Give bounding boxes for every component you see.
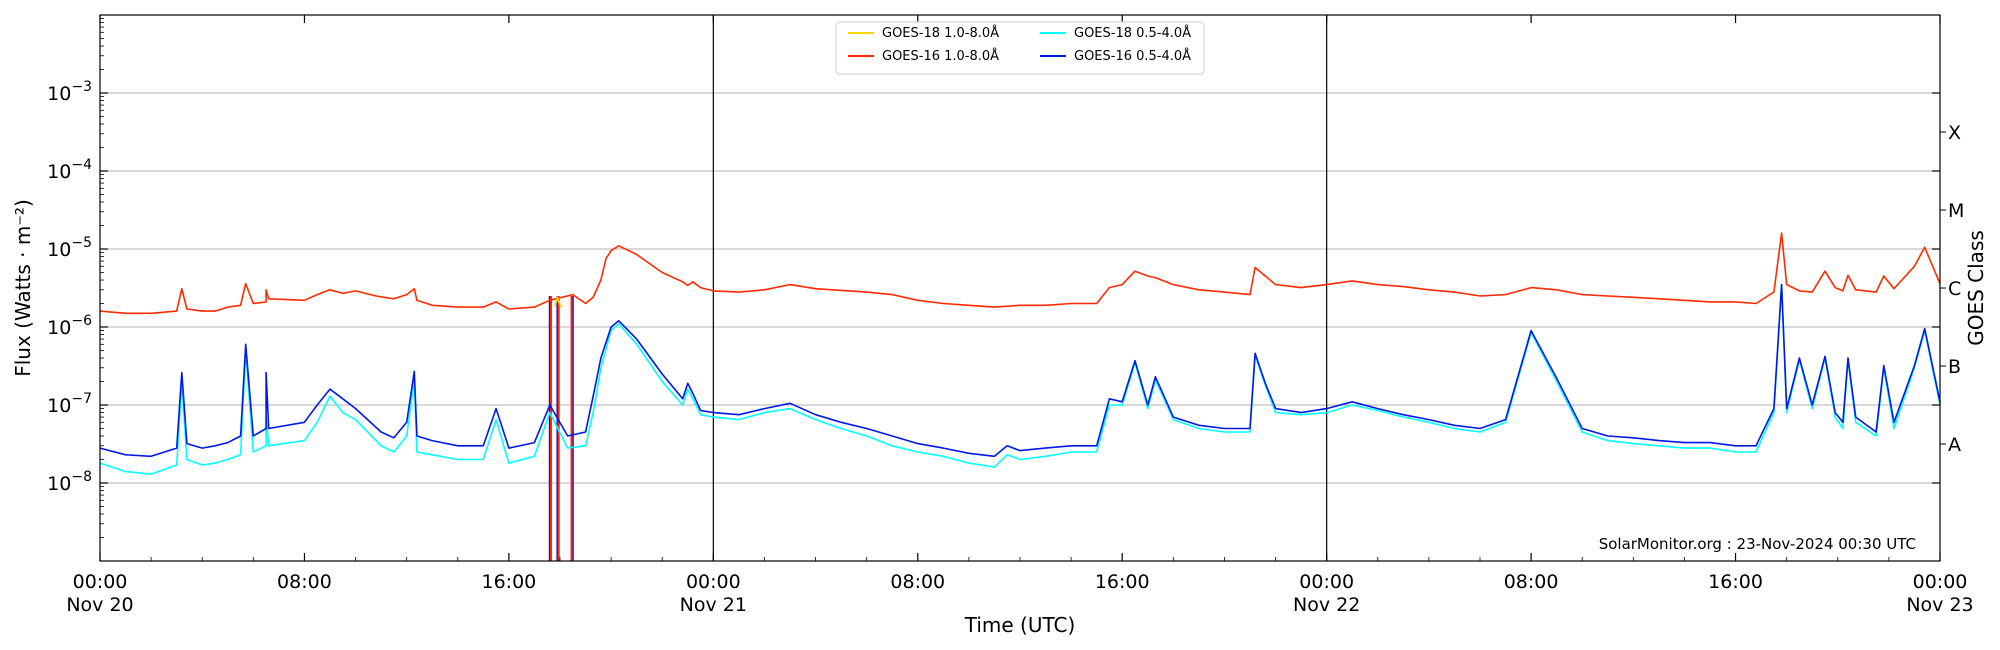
x-tick-time-label: 08:00 [1504, 571, 1559, 593]
legend-label: GOES-18 1.0-8.0Å [882, 25, 999, 41]
x-tick-time-label: 00:00 [1299, 571, 1354, 593]
goes-class-label: M [1948, 200, 1964, 222]
series-layer [99, 232, 1941, 561]
x-tick-date-label: Nov 22 [1293, 594, 1360, 616]
x-axis-title: Time (UTC) [964, 613, 1076, 637]
series-line [99, 232, 1941, 315]
x-tick-time-label: 16:00 [482, 571, 537, 593]
x-tick-time-label: 16:00 [1708, 571, 1763, 593]
y2-axis-title: GOES Class [1964, 230, 1988, 346]
grid-lines [100, 92, 1940, 484]
legend-label: GOES-18 0.5-4.0Å [1074, 25, 1191, 41]
x-tick-time-label: 00:00 [1913, 571, 1968, 593]
y-tick-label: 10−5 [47, 235, 92, 261]
goes-class-label: A [1948, 434, 1961, 456]
legend: GOES-18 1.0-8.0Å GOES-16 1.0-8.0Å GOES-18 … [835, 21, 1205, 75]
legend-box [835, 21, 1205, 75]
goes-class-label: X [1948, 122, 1961, 144]
y-tick-label: 10−6 [47, 313, 92, 339]
x-tick-date-label: Nov 23 [1906, 594, 1973, 616]
y-axis-title: Flux (Watts · m⁻²) [11, 199, 35, 377]
series-line [99, 283, 1941, 458]
x-tick-time-label: 08:00 [890, 571, 945, 593]
credit-text: SolarMonitor.org : 23-Nov-2024 00:30 UTC [1599, 535, 1916, 553]
x-tick-date-label: Nov 20 [66, 594, 133, 616]
x-tick-date-label: Nov 21 [680, 594, 747, 616]
series-line [99, 283, 1941, 475]
series-line [554, 296, 564, 308]
x-tick-time-label: 16:00 [1095, 571, 1150, 593]
legend-label: GOES-16 0.5-4.0Å [1074, 48, 1191, 64]
day-boundary-lines [712, 15, 1328, 561]
x-tick-time-label: 00:00 [686, 571, 741, 593]
legend-label: GOES-16 1.0-8.0Å [882, 48, 999, 64]
goes-class-label: C [1948, 278, 1961, 300]
goes-class-label: B [1948, 356, 1961, 378]
x-tick-time-label: 08:00 [277, 571, 332, 593]
x-tick-time-label: 00:00 [73, 571, 128, 593]
